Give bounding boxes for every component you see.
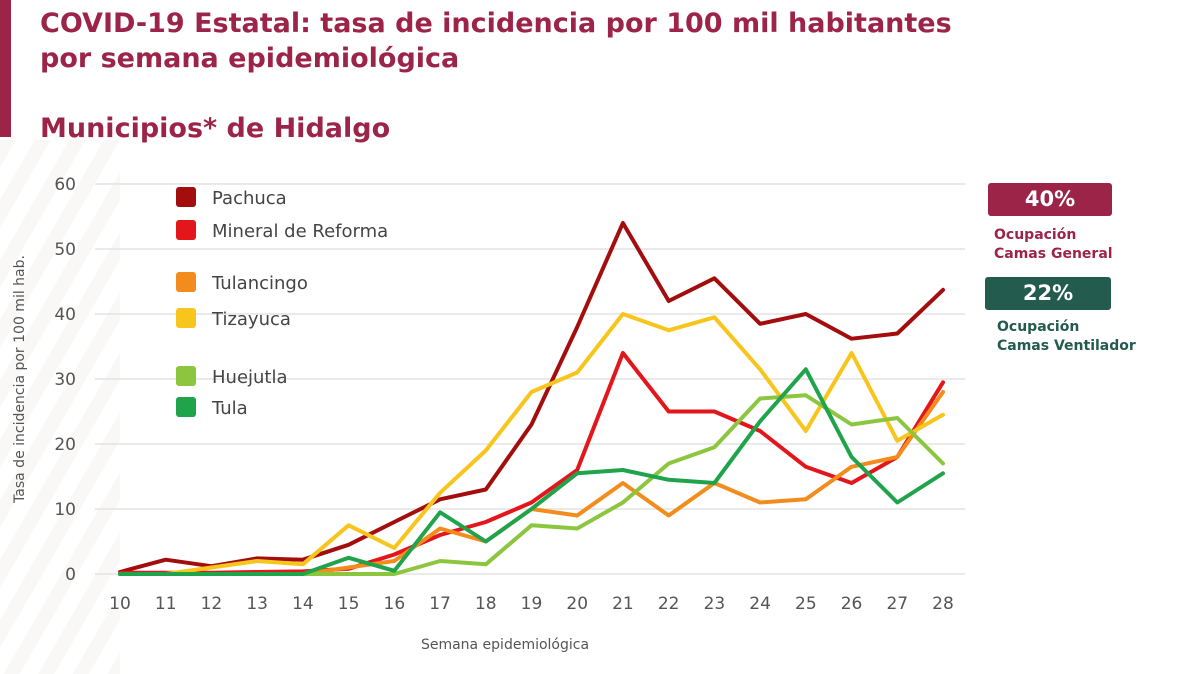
x-axis-label: Semana epidemiológica	[421, 637, 589, 653]
chart-subtitle: Municipios* de Hidalgo	[40, 113, 391, 144]
x-tick-label-19: 19	[521, 594, 543, 614]
x-tick-label-25: 25	[795, 594, 817, 614]
x-tick-label-20: 20	[566, 594, 588, 614]
x-tick-label-12: 12	[201, 594, 223, 614]
occupancy-general-line2: Camas General	[994, 246, 1113, 262]
y-tick-label-30: 30	[54, 370, 76, 390]
legend-label-huejutla: Huejutla	[212, 367, 288, 388]
occupancy-ventilator-caption: Ocupación Camas Ventilador	[997, 318, 1136, 356]
page-title: COVID-19 Estatal: tasa de incidencia por…	[40, 6, 952, 76]
chart-series	[118, 221, 945, 576]
y-tick-label-50: 50	[54, 240, 76, 260]
occupancy-general-line1: Ocupación	[994, 227, 1077, 243]
x-axis-ticks: 10 11 12 13 14 15 16 17 18 19 20 21 22 23 24 25 26 27 28	[109, 594, 954, 614]
y-tick-label-0: 0	[65, 565, 76, 585]
legend-label-tizayuca: Tizayuca	[211, 309, 291, 330]
x-tick-label-26: 26	[841, 594, 863, 614]
occupancy-general-caption: Ocupación Camas General	[994, 226, 1113, 264]
legend-label-tulancingo: Tulancingo	[211, 273, 308, 294]
y-tick-label-10: 10	[54, 500, 76, 520]
x-tick-label-14: 14	[292, 594, 314, 614]
y-tick-label-40: 40	[54, 305, 76, 325]
legend-swatch-mineral-de-reforma	[176, 220, 196, 240]
y-axis-ticks: 0 10 20 30 40 50 60	[54, 175, 76, 585]
legend-swatch-tizayuca	[176, 308, 196, 328]
x-tick-label-28: 28	[932, 594, 954, 614]
x-tick-label-10: 10	[109, 594, 131, 614]
series-line-pachuca	[118, 221, 945, 574]
x-tick-label-21: 21	[612, 594, 634, 614]
x-tick-label-27: 27	[886, 594, 908, 614]
legend-swatch-tula	[176, 397, 196, 417]
legend-swatch-pachuca	[176, 187, 196, 207]
legend-label-tula: Tula	[211, 398, 248, 419]
legend-label-pachuca: Pachuca	[212, 188, 287, 209]
series-line-tizayuca	[118, 312, 945, 576]
series-line-tulancingo	[118, 390, 945, 576]
y-axis-label: Tasa de incidencia por 100 mil hab.	[12, 255, 28, 504]
series-line-tula	[118, 367, 945, 576]
x-tick-label-23: 23	[704, 594, 726, 614]
occupancy-ventilator-line2: Camas Ventilador	[997, 338, 1136, 354]
legend-swatch-huejutla	[176, 366, 196, 386]
title-line-2: por semana epidemiológica	[40, 43, 460, 74]
x-tick-label-16: 16	[384, 594, 406, 614]
occupancy-ventilator-line1: Ocupación	[997, 319, 1080, 335]
occupancy-general-badge: 40%	[988, 183, 1112, 216]
legend-label-mineral-de-reforma: Mineral de Reforma	[212, 221, 388, 242]
legend-swatch-tulancingo	[176, 272, 196, 292]
y-tick-label-20: 20	[54, 435, 76, 455]
x-tick-label-22: 22	[658, 594, 680, 614]
x-tick-label-15: 15	[338, 594, 360, 614]
title-line-1: COVID-19 Estatal: tasa de incidencia por…	[40, 8, 952, 39]
occupancy-ventilator-badge: 22%	[985, 277, 1111, 310]
x-tick-label-17: 17	[429, 594, 451, 614]
x-tick-label-24: 24	[749, 594, 771, 614]
x-tick-label-11: 11	[155, 594, 177, 614]
y-tick-label-60: 60	[54, 175, 76, 195]
background-watermark	[0, 140, 120, 674]
chart-legend: Pachuca Mineral de Reforma Tulancingo Tizay…	[176, 187, 388, 419]
x-tick-label-18: 18	[475, 594, 497, 614]
accent-bar	[0, 0, 11, 137]
x-tick-label-13: 13	[246, 594, 268, 614]
